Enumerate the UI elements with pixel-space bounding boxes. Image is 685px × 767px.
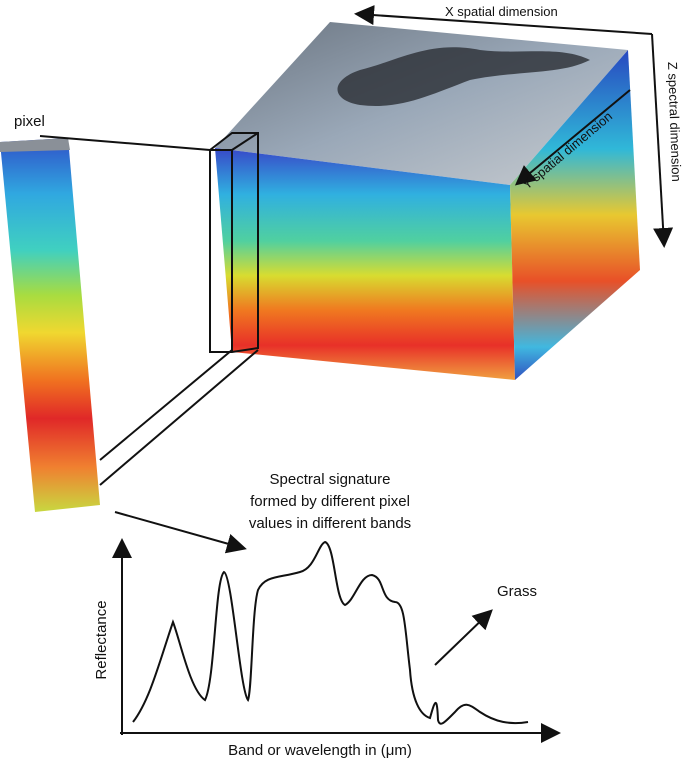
signature-text: Spectral signature: [270, 471, 391, 488]
cube-side: [510, 50, 640, 380]
spectral-curve: [132, 540, 529, 725]
pixel-column: [0, 138, 100, 512]
signature-text: values in different bands: [249, 515, 411, 532]
y-arrow: [514, 89, 631, 186]
x-arrow: [354, 5, 653, 35]
x-axis-label: Band or wavelength in (μm): [228, 742, 412, 759]
connector: [99, 349, 233, 461]
pixel-box: [209, 132, 259, 353]
y-axis-label: Reflectance: [93, 600, 110, 679]
z-arrow: [651, 33, 674, 248]
signature-text: formed by different pixel: [250, 493, 410, 510]
grass-label: Grass: [497, 583, 537, 600]
pixel-top: [0, 138, 70, 152]
grass-arrow: [434, 609, 493, 666]
connector: [99, 349, 259, 486]
data-cube: [209, 22, 640, 380]
z-label: Z spectral dimension: [665, 62, 684, 182]
water-body: [337, 47, 590, 106]
pixel-label: pixel: [14, 113, 45, 130]
connector: [39, 135, 211, 151]
cube-front: [215, 148, 515, 380]
signature-arrow: [114, 511, 247, 554]
pixel-box-edge: [231, 132, 259, 151]
x-label: X spatial dimension: [445, 4, 558, 19]
